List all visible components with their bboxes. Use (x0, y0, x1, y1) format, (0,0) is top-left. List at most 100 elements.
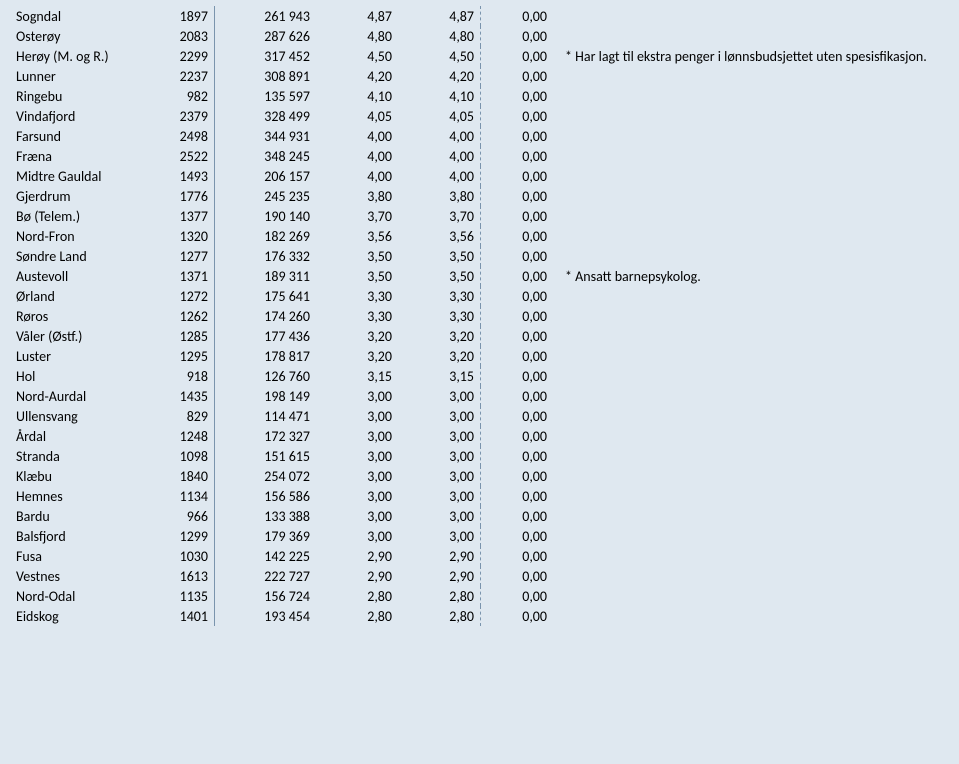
table-row: Austevoll1371189 3113,503,500,00* Ansatt… (10, 266, 949, 286)
cell-value-a: 1493 (142, 166, 215, 186)
cell-value-e: 0,00 (481, 166, 560, 186)
cell-note (559, 126, 949, 146)
cell-value-a: 1262 (142, 306, 215, 326)
cell-value-a: 1135 (142, 586, 215, 606)
cell-note (559, 506, 949, 526)
cell-value-c: 3,56 (316, 226, 398, 246)
table-row: Røros1262174 2603,303,300,00 (10, 306, 949, 326)
cell-value-a: 1098 (142, 446, 215, 466)
cell-value-a: 1371 (142, 266, 215, 286)
cell-value-e: 0,00 (481, 486, 560, 506)
table-row: Eidskog1401193 4542,802,800,00 (10, 606, 949, 626)
cell-value-c: 3,00 (316, 486, 398, 506)
cell-value-b: 179 369 (215, 526, 317, 546)
table-row: Årdal1248172 3273,003,000,00 (10, 426, 949, 446)
cell-value-b: 114 471 (215, 406, 317, 426)
table-row: Lunner2237308 8914,204,200,00 (10, 66, 949, 86)
cell-name: Nord-Aurdal (10, 386, 142, 406)
cell-value-e: 0,00 (481, 106, 560, 126)
cell-value-b: 344 931 (215, 126, 317, 146)
table-row: Stranda1098151 6153,003,000,00 (10, 446, 949, 466)
cell-value-d: 3,00 (398, 486, 481, 506)
cell-value-b: 261 943 (215, 6, 317, 26)
cell-value-e: 0,00 (481, 406, 560, 426)
cell-name: Hemnes (10, 486, 142, 506)
cell-value-c: 3,80 (316, 186, 398, 206)
cell-value-c: 2,90 (316, 546, 398, 566)
cell-value-e: 0,00 (481, 226, 560, 246)
cell-value-c: 3,00 (316, 446, 398, 466)
cell-value-d: 2,80 (398, 606, 481, 626)
cell-name: Bø (Telem.) (10, 206, 142, 226)
cell-name: Ullensvang (10, 406, 142, 426)
cell-note (559, 606, 949, 626)
cell-value-e: 0,00 (481, 506, 560, 526)
cell-value-e: 0,00 (481, 66, 560, 86)
table-row: Farsund2498344 9314,004,000,00 (10, 126, 949, 146)
table-row: Ringebu982135 5974,104,100,00 (10, 86, 949, 106)
table-row: Bø (Telem.)1377190 1403,703,700,00 (10, 206, 949, 226)
cell-value-a: 966 (142, 506, 215, 526)
cell-name: Nord-Odal (10, 586, 142, 606)
cell-note (559, 326, 949, 346)
cell-value-b: 198 149 (215, 386, 317, 406)
cell-value-e: 0,00 (481, 206, 560, 226)
cell-value-c: 3,00 (316, 466, 398, 486)
table-row: Balsfjord1299179 3693,003,000,00 (10, 526, 949, 546)
cell-note (559, 206, 949, 226)
cell-note (559, 66, 949, 86)
table-row: Fræna2522348 2454,004,000,00 (10, 146, 949, 166)
cell-value-d: 4,10 (398, 86, 481, 106)
cell-value-b: 133 388 (215, 506, 317, 526)
data-table: Sogndal1897261 9434,874,870,00Osterøy208… (10, 6, 949, 626)
cell-value-d: 3,00 (398, 386, 481, 406)
cell-value-c: 3,00 (316, 426, 398, 446)
cell-value-c: 3,50 (316, 266, 398, 286)
cell-value-e: 0,00 (481, 606, 560, 626)
cell-note (559, 486, 949, 506)
cell-value-d: 3,30 (398, 286, 481, 306)
cell-note (559, 306, 949, 326)
cell-value-a: 1134 (142, 486, 215, 506)
cell-value-e: 0,00 (481, 306, 560, 326)
cell-value-c: 3,20 (316, 346, 398, 366)
cell-value-c: 3,00 (316, 506, 398, 526)
cell-value-b: 190 140 (215, 206, 317, 226)
cell-value-c: 4,10 (316, 86, 398, 106)
cell-value-b: 317 452 (215, 46, 317, 66)
cell-value-a: 829 (142, 406, 215, 426)
cell-value-d: 4,00 (398, 166, 481, 186)
cell-value-a: 1320 (142, 226, 215, 246)
cell-value-c: 2,80 (316, 586, 398, 606)
cell-note (559, 526, 949, 546)
cell-value-d: 3,20 (398, 346, 481, 366)
cell-value-e: 0,00 (481, 546, 560, 566)
cell-value-e: 0,00 (481, 26, 560, 46)
cell-note (559, 6, 949, 26)
cell-note: * Har lagt til ekstra penger i lønnsbuds… (559, 46, 949, 66)
cell-value-c: 3,50 (316, 246, 398, 266)
cell-value-c: 2,90 (316, 566, 398, 586)
cell-name: Balsfjord (10, 526, 142, 546)
cell-name: Røros (10, 306, 142, 326)
cell-note (559, 366, 949, 386)
cell-value-a: 1285 (142, 326, 215, 346)
cell-value-d: 3,15 (398, 366, 481, 386)
cell-name: Hol (10, 366, 142, 386)
cell-value-b: 222 727 (215, 566, 317, 586)
cell-note (559, 406, 949, 426)
table-row: Fusa1030142 2252,902,900,00 (10, 546, 949, 566)
cell-value-b: 135 597 (215, 86, 317, 106)
cell-value-d: 3,00 (398, 406, 481, 426)
cell-value-c: 4,00 (316, 126, 398, 146)
cell-value-d: 2,90 (398, 546, 481, 566)
cell-value-e: 0,00 (481, 566, 560, 586)
cell-note (559, 86, 949, 106)
cell-name: Sogndal (10, 6, 142, 26)
table-row: Sogndal1897261 9434,874,870,00 (10, 6, 949, 26)
cell-note (559, 386, 949, 406)
table-row: Vindafjord2379328 4994,054,050,00 (10, 106, 949, 126)
cell-value-c: 3,30 (316, 306, 398, 326)
cell-value-d: 3,00 (398, 466, 481, 486)
cell-name: Lunner (10, 66, 142, 86)
